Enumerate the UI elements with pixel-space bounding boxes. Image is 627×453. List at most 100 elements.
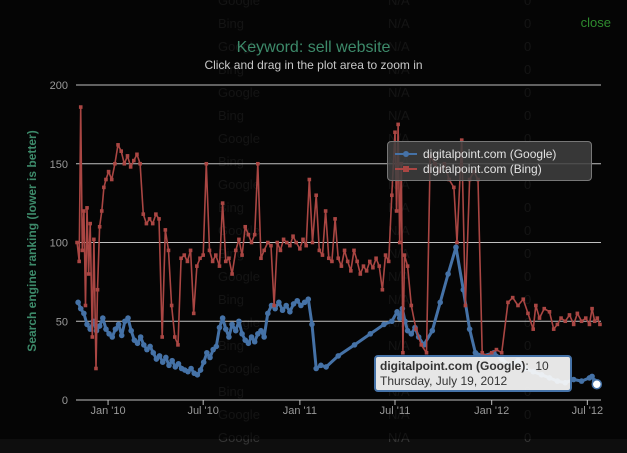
data-point-bing[interactable]	[125, 154, 130, 158]
data-point-google[interactable]	[251, 338, 258, 345]
data-point-bing[interactable]	[97, 224, 102, 229]
data-point-bing[interactable]	[166, 248, 171, 253]
data-point-google[interactable]	[408, 331, 415, 337]
data-point-bing[interactable]	[531, 327, 536, 331]
data-point-google[interactable]	[140, 342, 147, 348]
data-point-bing[interactable]	[463, 303, 468, 308]
data-point-bing[interactable]	[595, 316, 600, 320]
data-point-bing[interactable]	[424, 350, 429, 355]
data-point-bing[interactable]	[402, 253, 407, 257]
data-point-google[interactable]	[204, 349, 210, 356]
data-point-google[interactable]	[75, 299, 81, 306]
data-point-bing[interactable]	[82, 209, 86, 213]
data-point-bing[interactable]	[227, 256, 231, 261]
data-point-google[interactable]	[261, 334, 267, 340]
data-point-google[interactable]	[147, 343, 153, 350]
data-point-bing[interactable]	[204, 161, 209, 166]
data-point-bing[interactable]	[310, 240, 315, 245]
data-point-google[interactable]	[394, 309, 400, 315]
data-point-bing[interactable]	[246, 232, 251, 237]
data-point-bing[interactable]	[367, 259, 372, 264]
data-point-google[interactable]	[309, 321, 315, 328]
data-point-google[interactable]	[81, 310, 87, 317]
data-point-bing[interactable]	[452, 185, 456, 190]
data-point-google[interactable]	[125, 315, 131, 321]
data-point-google[interactable]	[226, 334, 232, 340]
data-point-google[interactable]	[396, 315, 403, 321]
data-point-bing[interactable]	[510, 295, 515, 300]
data-point-google[interactable]	[239, 331, 245, 337]
data-point-google[interactable]	[200, 359, 207, 366]
data-point-bing[interactable]	[506, 300, 510, 305]
data-point-bing[interactable]	[320, 253, 325, 257]
data-point-google[interactable]	[236, 318, 242, 325]
data-point-google[interactable]	[134, 340, 141, 347]
data-point-google[interactable]	[589, 373, 595, 380]
data-point-bing[interactable]	[210, 259, 215, 264]
data-point-bing[interactable]	[555, 322, 560, 327]
data-point-bing[interactable]	[86, 272, 91, 276]
data-point-google[interactable]	[103, 326, 109, 332]
data-point-bing[interactable]	[275, 240, 280, 245]
data-point-bing[interactable]	[592, 319, 597, 324]
data-point-bing[interactable]	[352, 248, 356, 253]
data-point-bing[interactable]	[191, 311, 196, 316]
data-point-bing[interactable]	[409, 303, 414, 308]
data-point-bing[interactable]	[304, 243, 308, 248]
data-point-bing[interactable]	[90, 335, 95, 339]
data-point-google[interactable]	[472, 349, 479, 356]
data-point-google[interactable]	[109, 334, 116, 340]
data-point-bing[interactable]	[551, 327, 556, 331]
data-point-bing[interactable]	[266, 240, 270, 245]
data-point-bing[interactable]	[220, 201, 225, 205]
data-point-bing[interactable]	[559, 316, 563, 320]
data-point-bing[interactable]	[294, 240, 298, 245]
data-point-bing[interactable]	[249, 240, 254, 245]
data-point-bing[interactable]	[172, 335, 177, 339]
data-point-bing[interactable]	[590, 306, 594, 311]
data-point-bing[interactable]	[526, 311, 530, 316]
data-point-bing[interactable]	[516, 303, 520, 308]
data-point-google[interactable]	[276, 299, 282, 306]
data-point-bing[interactable]	[259, 256, 263, 261]
data-point-bing[interactable]	[182, 253, 187, 257]
data-point-google[interactable]	[305, 296, 312, 303]
data-point-bing[interactable]	[223, 259, 228, 264]
data-point-google[interactable]	[298, 302, 304, 309]
data-point-bing[interactable]	[396, 122, 400, 127]
data-point-bing[interactable]	[567, 313, 572, 317]
data-point-google[interactable]	[163, 354, 169, 361]
data-point-bing[interactable]	[393, 130, 397, 135]
data-point-google[interactable]	[367, 331, 374, 337]
data-point-bing[interactable]	[252, 232, 257, 237]
data-point-bing[interactable]	[397, 240, 402, 245]
data-point-bing[interactable]	[95, 287, 100, 292]
data-point-bing[interactable]	[185, 259, 190, 264]
data-point-bing[interactable]	[383, 253, 388, 257]
data-point-bing[interactable]	[144, 221, 149, 226]
data-point-google[interactable]	[84, 321, 90, 328]
data-point-google[interactable]	[351, 342, 358, 348]
data-point-bing[interactable]	[262, 248, 266, 253]
data-point-bing[interactable]	[135, 152, 139, 157]
data-point-google[interactable]	[222, 326, 229, 332]
data-point-bing[interactable]	[339, 264, 344, 268]
data-point-google[interactable]	[466, 326, 473, 332]
data-point-bing[interactable]	[119, 149, 123, 153]
data-point-bing[interactable]	[83, 303, 88, 308]
data-point-bing[interactable]	[494, 347, 499, 352]
data-point-google[interactable]	[232, 327, 239, 334]
data-point-bing[interactable]	[374, 256, 378, 261]
data-point-bing[interactable]	[128, 165, 133, 169]
data-point-bing[interactable]	[138, 161, 142, 166]
data-point-bing[interactable]	[85, 206, 89, 210]
data-point-bing[interactable]	[94, 366, 98, 371]
data-point-bing[interactable]	[141, 212, 146, 216]
data-point-bing[interactable]	[579, 319, 584, 324]
data-point-google[interactable]	[258, 327, 264, 334]
data-point-google[interactable]	[578, 378, 585, 384]
data-point-bing[interactable]	[419, 343, 424, 347]
data-point-bing[interactable]	[575, 311, 580, 316]
data-point-google[interactable]	[437, 299, 443, 306]
data-point-bing[interactable]	[198, 256, 202, 261]
